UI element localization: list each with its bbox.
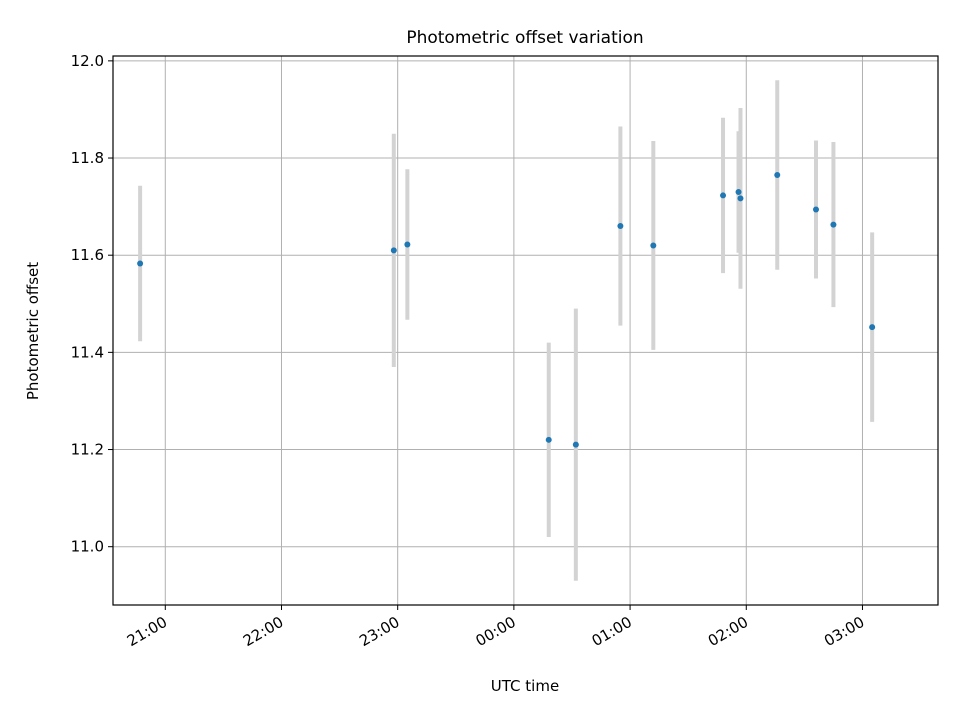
data-point bbox=[650, 242, 657, 249]
data-point bbox=[720, 192, 727, 199]
data-point bbox=[137, 260, 144, 267]
data-point bbox=[390, 247, 397, 254]
data-point bbox=[830, 221, 837, 228]
plot-area bbox=[113, 56, 938, 605]
y-tick-label: 11.4 bbox=[71, 343, 104, 361]
y-tick-label: 12.0 bbox=[71, 52, 104, 70]
data-points bbox=[137, 172, 876, 448]
y-tick-label: 11.0 bbox=[71, 538, 104, 556]
chart-title: Photometric offset variation bbox=[406, 28, 643, 48]
y-axis-label: Photometric offset bbox=[24, 262, 42, 400]
y-axis-ticks: 11.0 11.2 11.4 11.6 11.8 12.0 bbox=[71, 52, 113, 556]
data-point bbox=[869, 324, 876, 331]
data-point bbox=[617, 223, 624, 230]
data-point bbox=[812, 206, 819, 213]
grid bbox=[113, 56, 938, 605]
y-tick-label: 11.6 bbox=[71, 246, 104, 264]
data-point bbox=[545, 436, 552, 443]
data-point bbox=[737, 195, 744, 202]
data-point bbox=[735, 189, 742, 196]
data-point bbox=[404, 241, 411, 248]
plot-frame bbox=[112, 55, 939, 606]
y-tick-label: 11.8 bbox=[71, 149, 104, 167]
y-tick-label: 11.2 bbox=[71, 441, 104, 459]
x-axis-label: UTC time bbox=[491, 677, 559, 695]
data-point bbox=[572, 441, 579, 448]
data-point bbox=[774, 172, 781, 179]
